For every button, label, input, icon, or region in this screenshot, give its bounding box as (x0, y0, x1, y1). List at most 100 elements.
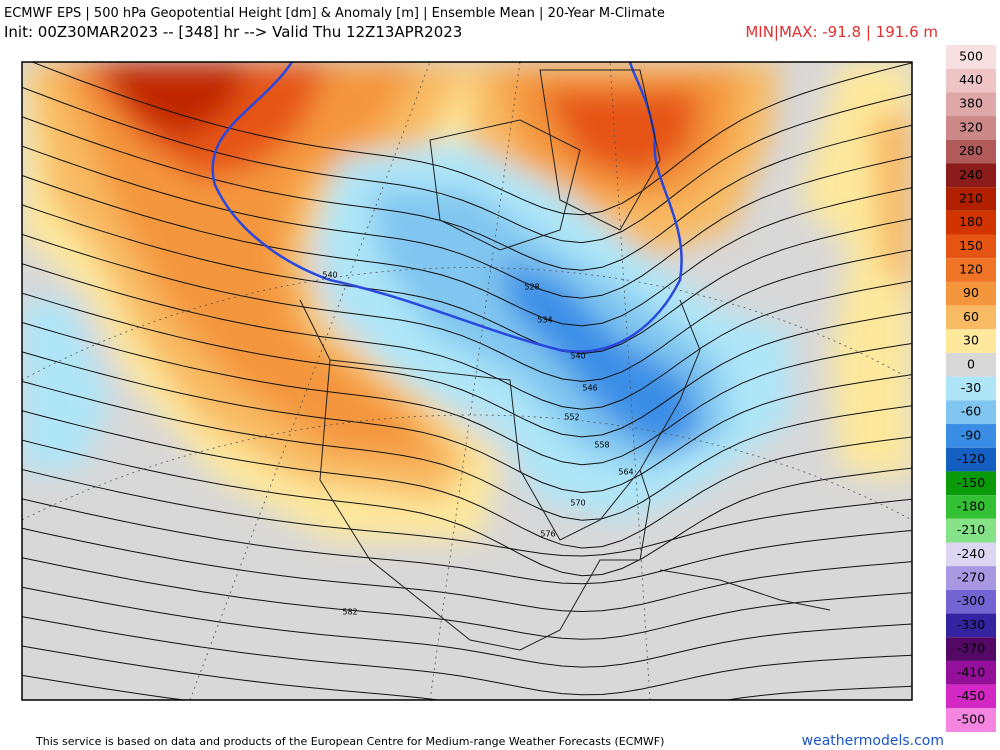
contour-label: 558 (594, 441, 609, 450)
map-frame (21, 61, 913, 701)
colorbar-swatch (946, 139, 996, 164)
anomaly-field (22, 62, 912, 540)
min-max: MIN|MAX: -91.8 | 191.6 m (745, 23, 938, 41)
contour-label: 576 (540, 530, 555, 539)
colorbar-label: 60 (963, 309, 979, 324)
colorbar-swatch (946, 234, 996, 259)
colorbar: 500 440 380 320 280 240 210 180 150 120 90 60 30 0 -30… (946, 45, 996, 732)
colorbar-label: -240 (957, 546, 985, 561)
contour-label: 546 (582, 384, 597, 393)
colorbar-swatch (946, 376, 996, 401)
graticule (22, 62, 912, 700)
contour-label: 540 (570, 352, 585, 361)
colorbar-label: -120 (957, 451, 985, 466)
colorbar-label: -500 (957, 712, 985, 727)
colorbar-swatch (946, 684, 996, 709)
contour-line (22, 410, 912, 549)
height-contours (22, 62, 912, 700)
colorbar-swatch (946, 329, 996, 353)
contour-label: 528 (524, 283, 539, 292)
colorbar-swatch (946, 471, 996, 496)
colorbar-label: -30 (961, 380, 981, 395)
colorbar-swatch (946, 163, 996, 188)
contour-label: 570 (570, 499, 585, 508)
colorbar-swatch (946, 258, 996, 282)
contour-label: 582 (342, 608, 357, 617)
colorbar-swatch (946, 660, 996, 685)
contour-line (22, 616, 912, 696)
colorbar-swatch (946, 542, 996, 567)
init-line: Init: 00Z30MAR2023 -- [348] hr --> Valid… (4, 23, 462, 41)
colorbar-label: -370 (957, 641, 985, 656)
colorbar-swatch (946, 352, 996, 377)
coastlines (299, 69, 831, 651)
contour-line (22, 498, 912, 585)
site: weathermodels.com (802, 733, 944, 749)
colorbar-swatch (946, 92, 996, 117)
credit: This service is based on data and produc… (35, 735, 664, 748)
colorbar-label: -180 (957, 498, 985, 513)
colorbar-swatch (946, 613, 996, 638)
contour-line (22, 233, 912, 382)
contour-line (22, 263, 912, 410)
colorbar-label: 0 (967, 356, 975, 371)
colorbar-label: 30 (963, 333, 979, 348)
colorbar-label: -450 (957, 688, 985, 703)
colorbar-label: -330 (957, 617, 985, 632)
colorbar-swatch (946, 589, 996, 614)
colorbar-swatch (946, 187, 996, 211)
contour-label: 534 (537, 316, 552, 325)
contour-line (22, 527, 912, 613)
colorbar-swatch (946, 566, 996, 590)
contour-label: 564 (618, 468, 633, 477)
contour-line (22, 351, 912, 494)
colorbar-label: 120 (959, 262, 983, 277)
contour-line (31, 62, 912, 216)
colorbar-swatch (946, 68, 996, 93)
colorbar-label: 500 (959, 48, 983, 63)
contour-line (22, 674, 188, 700)
contour-line (22, 645, 912, 700)
colorbar-swatch (946, 210, 996, 235)
colorbar-label: 320 (959, 119, 983, 134)
contour-line (22, 292, 912, 438)
colorbar-swatch (946, 116, 996, 140)
contour-line (22, 145, 912, 299)
contour-label: 552 (564, 413, 579, 422)
colorbar-swatch (946, 400, 996, 425)
colorbar-label: -270 (957, 570, 985, 585)
colorbar-swatch (946, 518, 996, 543)
colorbar-label: 380 (959, 96, 983, 111)
map: 540 528 534 540 546 552 558 564 570 576 582 (22, 62, 912, 700)
contour-line (22, 380, 912, 521)
colorbar-swatch (946, 495, 996, 519)
contour-label: 540 (322, 271, 337, 280)
colorbar-swatch (946, 637, 996, 661)
contour-line (22, 322, 912, 466)
contour-line (22, 175, 912, 327)
colorbar-swatch (946, 447, 996, 472)
colorbar-swatch (946, 708, 996, 732)
contour-line (22, 86, 912, 244)
contour-line (22, 116, 912, 271)
colorbar-label: 210 (959, 190, 983, 205)
colorbar-swatch (946, 45, 996, 69)
colorbar-label: 280 (959, 143, 983, 158)
contour-line (22, 586, 912, 668)
title: ECMWF EPS | 500 hPa Geopotential Height … (4, 6, 665, 21)
contour-line (22, 204, 912, 355)
colorbar-label: -300 (957, 593, 985, 608)
contour-line (22, 557, 912, 640)
540-dm-contour (211, 62, 683, 353)
colorbar-label: -410 (957, 664, 985, 679)
contour-line (22, 469, 912, 557)
colorbar-label: 90 (963, 285, 979, 300)
colorbar-label: 150 (959, 238, 983, 253)
colorbar-label: -90 (961, 427, 981, 442)
colorbar-label: -60 (961, 404, 981, 419)
colorbar-label: -210 (957, 522, 985, 537)
colorbar-label: -150 (957, 475, 985, 490)
contour-line (22, 439, 912, 577)
